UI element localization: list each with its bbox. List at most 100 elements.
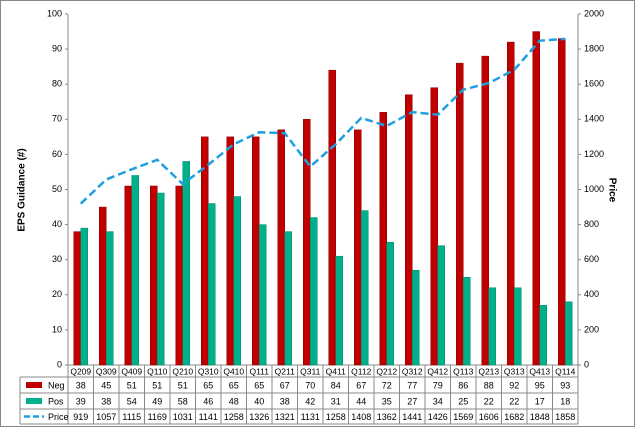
table-value: 95 [535, 380, 545, 390]
y-tick-label: 0 [57, 359, 62, 369]
y2-tick-label: 1600 [584, 79, 604, 89]
x-tick-label: Q409 [121, 366, 142, 376]
y2-tick-label: 800 [584, 219, 599, 229]
bar [514, 287, 522, 366]
x-tick-label: Q212 [376, 366, 397, 376]
bar [226, 136, 234, 366]
table-value: 1115 [122, 412, 141, 422]
table-value: 51 [178, 380, 188, 390]
table-value: 93 [560, 380, 570, 390]
y-tick-label: 10 [52, 324, 62, 334]
table-value: 45 [101, 380, 111, 390]
y-tick-label: 30 [52, 254, 62, 264]
table-value: 42 [305, 396, 315, 406]
table-value: 38 [76, 380, 86, 390]
x-tick-label: Q410 [223, 366, 244, 376]
x-tick-label: Q111 [249, 366, 269, 376]
bar [131, 175, 139, 366]
legend-swatch [26, 382, 42, 388]
table-value: 44 [356, 396, 366, 406]
x-tick-label: Q113 [453, 366, 473, 376]
table-value: 39 [76, 396, 86, 406]
x-tick-label: Q114 [555, 366, 575, 376]
table-value: 27 [407, 396, 417, 406]
bar [252, 136, 260, 366]
table-value: 1441 [402, 412, 422, 422]
bar [361, 210, 369, 366]
table-value: 1682 [504, 412, 524, 422]
table-value: 54 [127, 396, 137, 406]
x-tick-label: Q309 [96, 366, 117, 376]
bar [335, 255, 343, 366]
bar [157, 192, 165, 366]
table-value: 65 [229, 380, 239, 390]
y-tick-label: 50 [52, 184, 62, 194]
table-value: 38 [280, 396, 290, 406]
table-value: 22 [484, 396, 494, 406]
table-value: 1426 [428, 412, 448, 422]
bar [303, 119, 311, 366]
bar [233, 196, 241, 366]
table-value: 1858 [555, 412, 575, 422]
table-value: 34 [433, 396, 443, 406]
table-value: 919 [73, 412, 88, 422]
bar [412, 269, 420, 366]
x-tick-label: Q413 [529, 366, 550, 376]
bar [259, 224, 267, 366]
table-value: 1326 [249, 412, 269, 422]
x-tick-label: Q311 [300, 366, 320, 376]
table-value: 67 [280, 380, 290, 390]
bar [354, 129, 362, 366]
table-value: 92 [509, 380, 519, 390]
table-value: 40 [254, 396, 264, 406]
bar [539, 305, 547, 366]
bar [558, 38, 566, 366]
x-tick-label: Q110 [147, 366, 167, 376]
bar [80, 227, 88, 366]
bar [532, 31, 540, 366]
legend-swatch [26, 398, 42, 404]
bar [565, 301, 573, 366]
y-tick-label: 60 [52, 149, 62, 159]
table-value: 1258 [224, 412, 244, 422]
table-value: 1606 [479, 412, 499, 422]
table-value: 17 [535, 396, 545, 406]
table-value: 35 [382, 396, 392, 406]
x-tick-label: Q412 [427, 366, 448, 376]
bar [310, 217, 318, 366]
y2-tick-label: 600 [584, 254, 599, 264]
table-value: 86 [458, 380, 468, 390]
table-value: 79 [433, 380, 443, 390]
table-value: 18 [560, 396, 570, 406]
bar [481, 55, 489, 366]
bar [463, 277, 471, 366]
table-value: 1362 [377, 412, 397, 422]
y-tick-label: 80 [52, 79, 62, 89]
table-value: 65 [203, 380, 213, 390]
table-value: 70 [305, 380, 315, 390]
bar [284, 231, 292, 366]
bar [456, 62, 464, 366]
x-tick-label: Q213 [478, 366, 499, 376]
y-tick-label: 90 [52, 43, 62, 53]
bar [106, 231, 114, 366]
x-tick-label: Q312 [402, 366, 423, 376]
bar [99, 206, 107, 366]
table-value: 46 [203, 396, 213, 406]
table-value: 1141 [199, 412, 218, 422]
table-value: 1258 [326, 412, 346, 422]
x-tick-label: Q211 [275, 366, 295, 376]
x-tick-label: Q209 [70, 366, 91, 376]
table-value: 58 [178, 396, 188, 406]
bar [379, 112, 387, 366]
bar [386, 241, 394, 366]
table-value: 51 [152, 380, 162, 390]
bar [405, 94, 413, 366]
bar [124, 185, 132, 366]
y-tick-label: 100 [47, 8, 62, 18]
y2-tick-label: 1400 [584, 114, 604, 124]
bar [488, 287, 496, 366]
bar [175, 185, 183, 366]
legend-label: Pos [48, 396, 64, 406]
y2-tick-label: 400 [584, 289, 599, 299]
